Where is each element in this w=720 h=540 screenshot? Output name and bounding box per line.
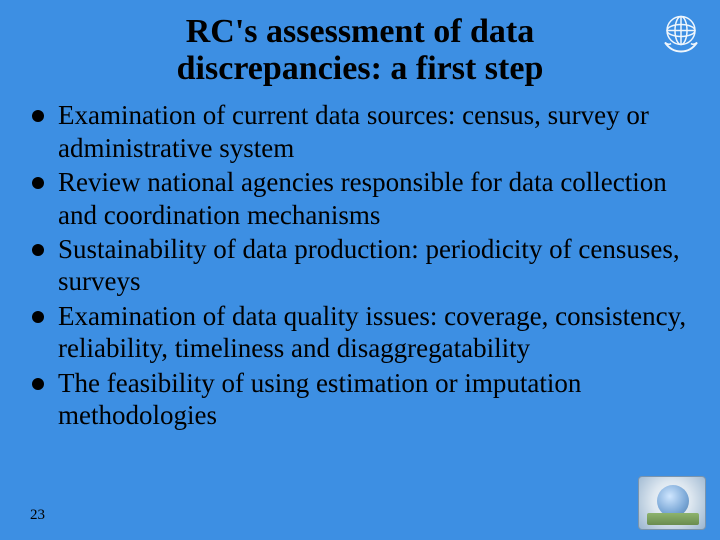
page-number: 23 bbox=[30, 507, 45, 524]
bullet-text: The feasibility of using estimation or i… bbox=[58, 368, 581, 430]
bullet-list: Examination of current data sources: cen… bbox=[28, 99, 692, 431]
bullet-text: Examination of data quality issues: cove… bbox=[58, 301, 686, 363]
list-item: Sustainability of data production: perio… bbox=[28, 233, 692, 298]
bullet-text: Review national agencies responsible for… bbox=[58, 167, 667, 229]
list-item: The feasibility of using estimation or i… bbox=[28, 367, 692, 432]
bullet-icon bbox=[32, 378, 44, 390]
bullet-text: Sustainability of data production: perio… bbox=[58, 234, 680, 296]
bullet-icon bbox=[32, 311, 44, 323]
list-item: Review national agencies responsible for… bbox=[28, 166, 692, 231]
un-emblem-icon bbox=[656, 10, 706, 56]
bullet-text: Examination of current data sources: cen… bbox=[58, 100, 649, 162]
decorative-globe-icon bbox=[638, 476, 706, 530]
title-line-1: RC's assessment of data bbox=[186, 13, 535, 50]
bullet-icon bbox=[32, 110, 44, 122]
list-item: Examination of current data sources: cen… bbox=[28, 99, 692, 164]
title-line-2: discrepancies: a first step bbox=[177, 50, 544, 87]
slide-title: RC's assessment of data discrepancies: a… bbox=[40, 14, 680, 87]
list-item: Examination of data quality issues: cove… bbox=[28, 300, 692, 365]
slide: RC's assessment of data discrepancies: a… bbox=[0, 0, 720, 540]
bullet-icon bbox=[32, 177, 44, 189]
bullet-icon bbox=[32, 244, 44, 256]
